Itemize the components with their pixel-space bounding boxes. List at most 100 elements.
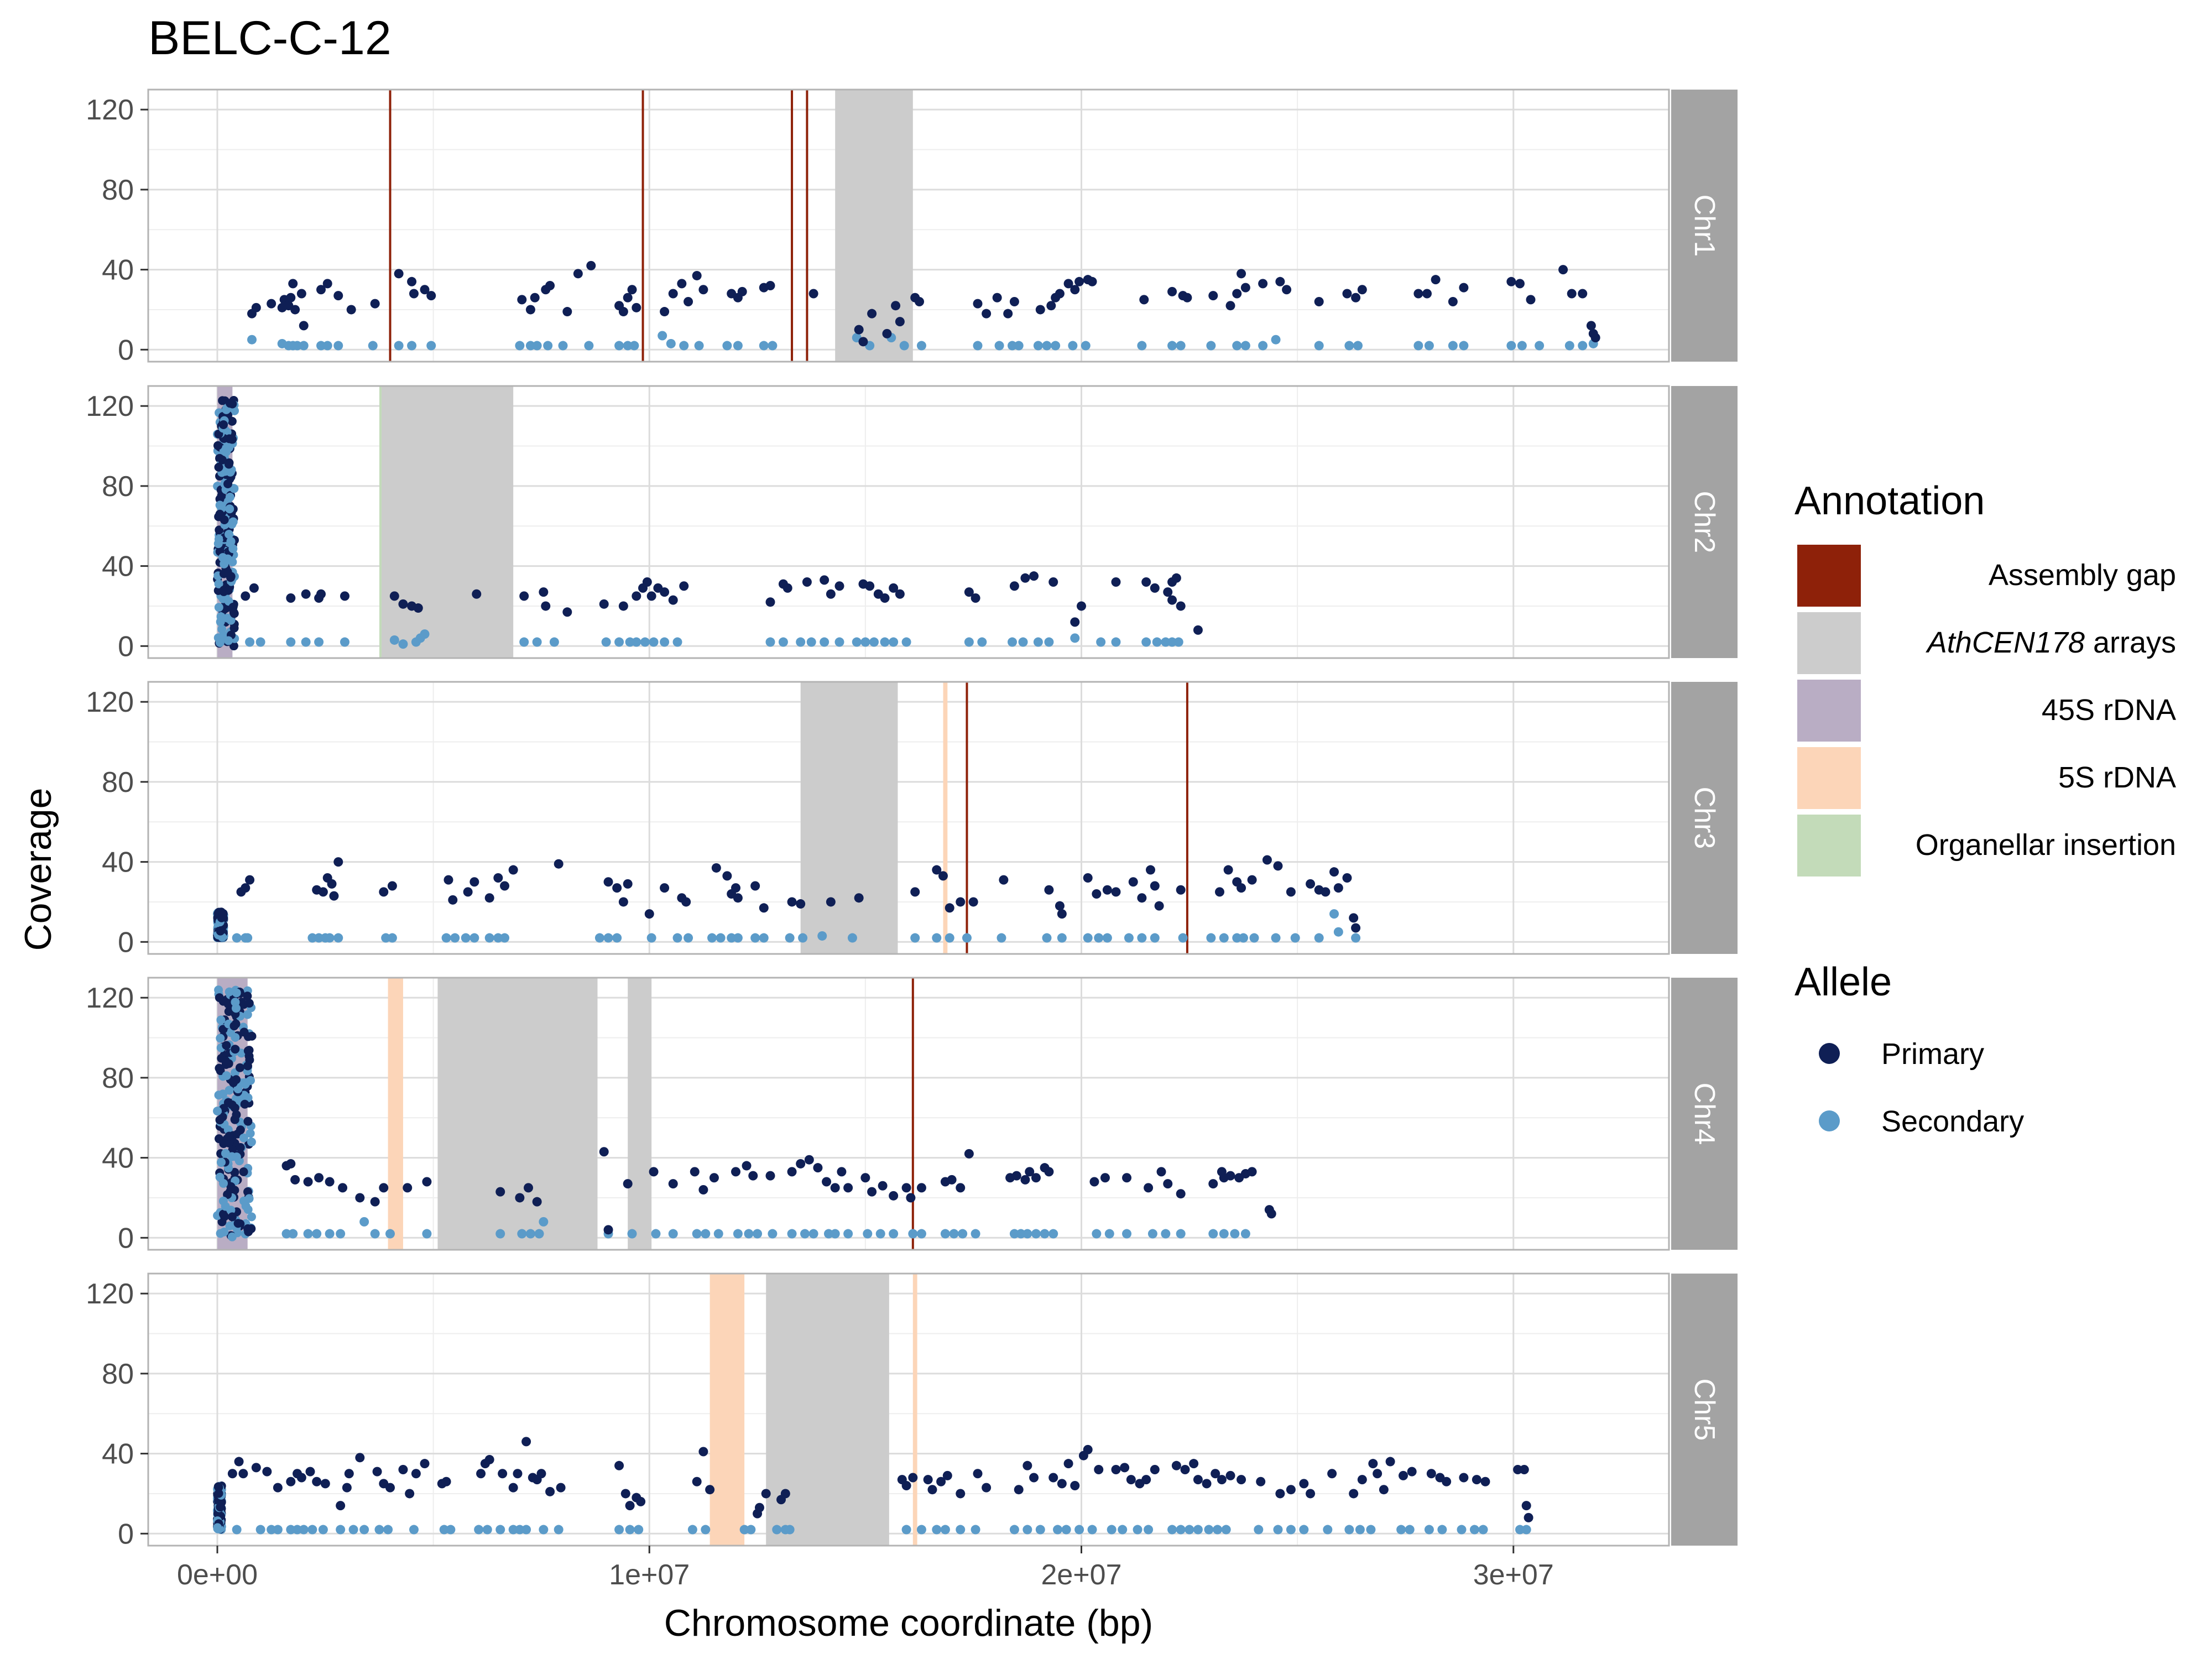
primary-point bbox=[1407, 1467, 1417, 1477]
primary-point bbox=[398, 1465, 408, 1475]
legend-title-annotation: Annotation bbox=[1794, 479, 1985, 523]
secondary-point bbox=[800, 1229, 810, 1239]
primary-point bbox=[796, 899, 806, 909]
secondary-point bbox=[901, 1525, 911, 1535]
primary-point bbox=[1176, 885, 1186, 895]
secondary-point bbox=[255, 1525, 265, 1535]
secondary-point bbox=[267, 1525, 276, 1535]
secondary-point bbox=[225, 987, 234, 997]
secondary-point bbox=[228, 517, 238, 526]
secondary-point bbox=[603, 933, 613, 943]
primary-point bbox=[882, 328, 892, 338]
secondary-point bbox=[213, 539, 223, 549]
secondary-point bbox=[293, 341, 302, 351]
secondary-point bbox=[1031, 1229, 1041, 1239]
primary-point bbox=[389, 591, 399, 601]
secondary-point bbox=[316, 341, 326, 351]
secondary-point bbox=[482, 1525, 492, 1535]
secondary-point bbox=[398, 639, 408, 649]
secondary-point bbox=[554, 1525, 564, 1535]
secondary-point bbox=[889, 1229, 899, 1239]
secondary-point bbox=[374, 1525, 384, 1535]
secondary-point bbox=[1178, 933, 1188, 943]
primary-point bbox=[901, 1480, 911, 1490]
primary-point bbox=[288, 279, 298, 289]
primary-point bbox=[731, 883, 740, 893]
primary-point bbox=[826, 897, 836, 907]
y-tick-label: 120 bbox=[86, 686, 134, 718]
secondary-point bbox=[646, 933, 656, 943]
secondary-point bbox=[1535, 341, 1545, 351]
primary-point bbox=[1120, 1463, 1130, 1473]
primary-point bbox=[385, 1483, 395, 1493]
primary-point bbox=[229, 1021, 239, 1031]
secondary-point bbox=[420, 629, 430, 639]
primary-point bbox=[1193, 625, 1203, 635]
legend-swatch bbox=[1797, 815, 1861, 877]
secondary-point bbox=[1517, 341, 1527, 351]
secondary-point bbox=[1506, 341, 1516, 351]
primary-point bbox=[229, 608, 238, 617]
primary-point bbox=[618, 897, 628, 907]
primary-point bbox=[286, 1159, 296, 1168]
organellar-insertion-band bbox=[379, 386, 382, 658]
primary-point bbox=[603, 1225, 613, 1235]
secondary-point bbox=[834, 637, 844, 647]
primary-point bbox=[677, 279, 687, 289]
secondary-point bbox=[1206, 933, 1216, 943]
panel-background bbox=[148, 386, 1669, 658]
facet-strip-label: Chr2 bbox=[1688, 491, 1720, 554]
secondary-point bbox=[246, 1129, 255, 1138]
primary-point bbox=[228, 1145, 237, 1155]
secondary-point bbox=[214, 579, 223, 588]
secondary-point bbox=[806, 637, 816, 647]
panel-border bbox=[147, 88, 1670, 363]
secondary-point bbox=[1240, 1229, 1250, 1239]
secondary-point bbox=[231, 1004, 241, 1013]
secondary-point bbox=[340, 637, 349, 647]
primary-point bbox=[636, 1496, 646, 1506]
secondary-point bbox=[370, 1229, 380, 1239]
primary-point bbox=[1182, 293, 1192, 302]
primary-point bbox=[541, 601, 551, 611]
primary-point bbox=[229, 641, 238, 651]
primary-point bbox=[236, 1143, 245, 1152]
secondary-point bbox=[383, 1525, 393, 1535]
secondary-point bbox=[666, 338, 676, 348]
secondary-point bbox=[225, 492, 234, 502]
secondary-point bbox=[796, 637, 806, 647]
primary-point bbox=[692, 270, 702, 280]
primary-point bbox=[484, 1454, 494, 1464]
primary-point bbox=[1029, 571, 1039, 581]
primary-point bbox=[830, 1183, 840, 1193]
primary-point bbox=[1225, 1470, 1235, 1480]
primary-point bbox=[525, 305, 535, 315]
primary-point bbox=[243, 1187, 253, 1197]
primary-point bbox=[1139, 295, 1149, 305]
secondary-point bbox=[1515, 1525, 1525, 1535]
primary-point bbox=[340, 591, 349, 601]
primary-point bbox=[556, 1483, 566, 1493]
secondary-point bbox=[830, 1229, 840, 1239]
primary-point bbox=[1044, 885, 1054, 895]
secondary-point bbox=[694, 341, 704, 351]
secondary-point bbox=[325, 933, 335, 943]
secondary-point bbox=[222, 1071, 231, 1081]
secondary-point bbox=[1344, 1525, 1354, 1535]
primary-point bbox=[286, 593, 296, 603]
secondary-point bbox=[322, 341, 332, 351]
secondary-point bbox=[1042, 933, 1052, 943]
primary-point bbox=[711, 863, 721, 873]
panel-border bbox=[147, 1272, 1670, 1547]
primary-point bbox=[409, 289, 419, 299]
secondary-point bbox=[1016, 1229, 1026, 1239]
primary-point bbox=[1521, 1501, 1531, 1511]
primary-point bbox=[731, 1167, 740, 1177]
primary-point bbox=[231, 1045, 240, 1054]
primary-point bbox=[858, 337, 868, 347]
primary-point bbox=[333, 857, 343, 867]
secondary-point bbox=[759, 341, 769, 351]
primary-point bbox=[632, 302, 641, 312]
secondary-point bbox=[1413, 341, 1423, 351]
secondary-point bbox=[1033, 637, 1043, 647]
